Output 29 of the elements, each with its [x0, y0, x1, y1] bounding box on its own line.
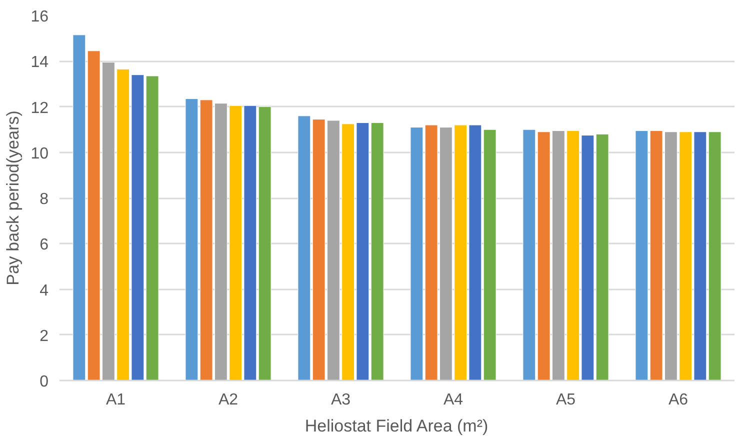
- x-tick-label: A3: [330, 392, 351, 408]
- bar: [298, 116, 311, 380]
- y-tick-label: 0: [40, 374, 49, 390]
- y-tick-label: 16: [30, 8, 49, 26]
- bar: [185, 98, 198, 380]
- y-tick-label: 14: [30, 54, 49, 72]
- x-tick-label: A5: [556, 392, 576, 408]
- bar: [483, 129, 496, 380]
- y-tick-label: 2: [40, 328, 49, 345]
- y-tick-label: 10: [30, 145, 49, 162]
- y-tick-label: 4: [40, 282, 49, 300]
- bar: [708, 132, 722, 380]
- x-axis-title: Heliostat Field Area (m²): [304, 416, 488, 436]
- bar: [146, 76, 159, 380]
- y-axis-title: Pay back period(years): [4, 110, 23, 286]
- bar: [258, 106, 272, 380]
- bar: [596, 134, 609, 380]
- x-tick-label: A2: [218, 392, 238, 408]
- x-tick-label: A4: [443, 392, 464, 408]
- bar: [370, 122, 384, 380]
- y-tick-label: 6: [40, 236, 49, 254]
- x-tick-label: A1: [106, 392, 126, 408]
- bar: [410, 127, 424, 380]
- bar: [72, 34, 86, 380]
- bar: [522, 129, 536, 380]
- x-tick-label: A6: [668, 392, 688, 408]
- bar: [635, 130, 648, 380]
- y-tick-label: 12: [30, 100, 49, 117]
- y-tick-label: 8: [40, 191, 49, 208]
